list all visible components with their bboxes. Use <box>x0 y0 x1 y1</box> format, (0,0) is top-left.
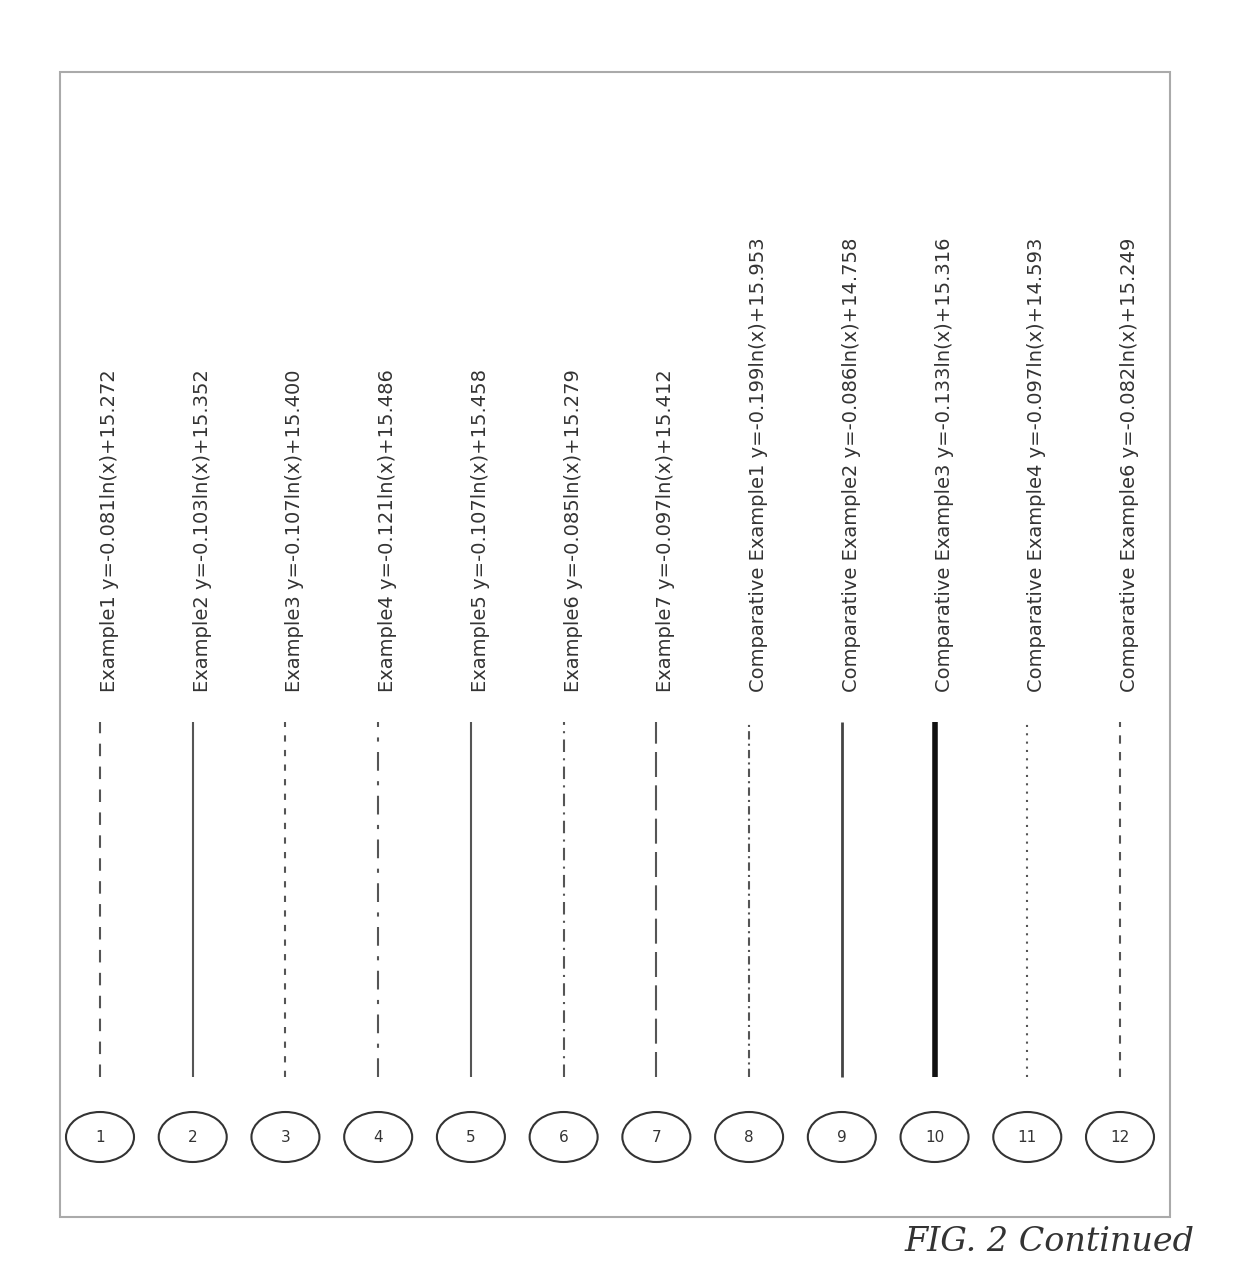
Text: 4: 4 <box>373 1130 383 1145</box>
Ellipse shape <box>436 1112 505 1163</box>
Ellipse shape <box>900 1112 968 1163</box>
Ellipse shape <box>993 1112 1061 1163</box>
Text: Example3 y=-0.107ln(x)+15.400: Example3 y=-0.107ln(x)+15.400 <box>285 369 305 692</box>
Text: 12: 12 <box>1110 1130 1130 1145</box>
Ellipse shape <box>715 1112 784 1163</box>
Text: Example1 y=-0.081ln(x)+15.272: Example1 y=-0.081ln(x)+15.272 <box>100 369 119 692</box>
Text: 9: 9 <box>837 1130 847 1145</box>
Ellipse shape <box>1086 1112 1154 1163</box>
Text: Comparative Example3 y=-0.133ln(x)+15.316: Comparative Example3 y=-0.133ln(x)+15.31… <box>935 238 954 692</box>
Text: 6: 6 <box>559 1130 568 1145</box>
Text: Comparative Example4 y=-0.097ln(x)+14.593: Comparative Example4 y=-0.097ln(x)+14.59… <box>1027 238 1047 692</box>
Text: Comparative Example1 y=-0.199ln(x)+15.953: Comparative Example1 y=-0.199ln(x)+15.95… <box>749 238 768 692</box>
Ellipse shape <box>252 1112 320 1163</box>
Text: FIG. 2 Continued: FIG. 2 Continued <box>905 1226 1195 1258</box>
Ellipse shape <box>622 1112 691 1163</box>
Ellipse shape <box>159 1112 227 1163</box>
Text: 5: 5 <box>466 1130 476 1145</box>
Ellipse shape <box>529 1112 598 1163</box>
Ellipse shape <box>66 1112 134 1163</box>
Text: Example7 y=-0.097ln(x)+15.412: Example7 y=-0.097ln(x)+15.412 <box>656 369 676 692</box>
Ellipse shape <box>345 1112 412 1163</box>
Ellipse shape <box>807 1112 875 1163</box>
Text: Comparative Example2 y=-0.086ln(x)+14.758: Comparative Example2 y=-0.086ln(x)+14.75… <box>842 238 861 692</box>
Text: 10: 10 <box>925 1130 944 1145</box>
Text: 1: 1 <box>95 1130 105 1145</box>
Text: Example6 y=-0.085ln(x)+15.279: Example6 y=-0.085ln(x)+15.279 <box>564 369 583 692</box>
Text: 11: 11 <box>1018 1130 1037 1145</box>
Text: 2: 2 <box>188 1130 197 1145</box>
Text: 8: 8 <box>744 1130 754 1145</box>
Bar <box>60 73 1171 1217</box>
Text: Comparative Example6 y=-0.082ln(x)+15.249: Comparative Example6 y=-0.082ln(x)+15.24… <box>1120 238 1140 692</box>
Text: 3: 3 <box>280 1130 290 1145</box>
Text: Example2 y=-0.103ln(x)+15.352: Example2 y=-0.103ln(x)+15.352 <box>192 369 212 692</box>
Text: Example5 y=-0.107ln(x)+15.458: Example5 y=-0.107ln(x)+15.458 <box>471 369 490 692</box>
Text: 7: 7 <box>651 1130 661 1145</box>
Text: Example4 y=-0.121ln(x)+15.486: Example4 y=-0.121ln(x)+15.486 <box>378 369 397 692</box>
